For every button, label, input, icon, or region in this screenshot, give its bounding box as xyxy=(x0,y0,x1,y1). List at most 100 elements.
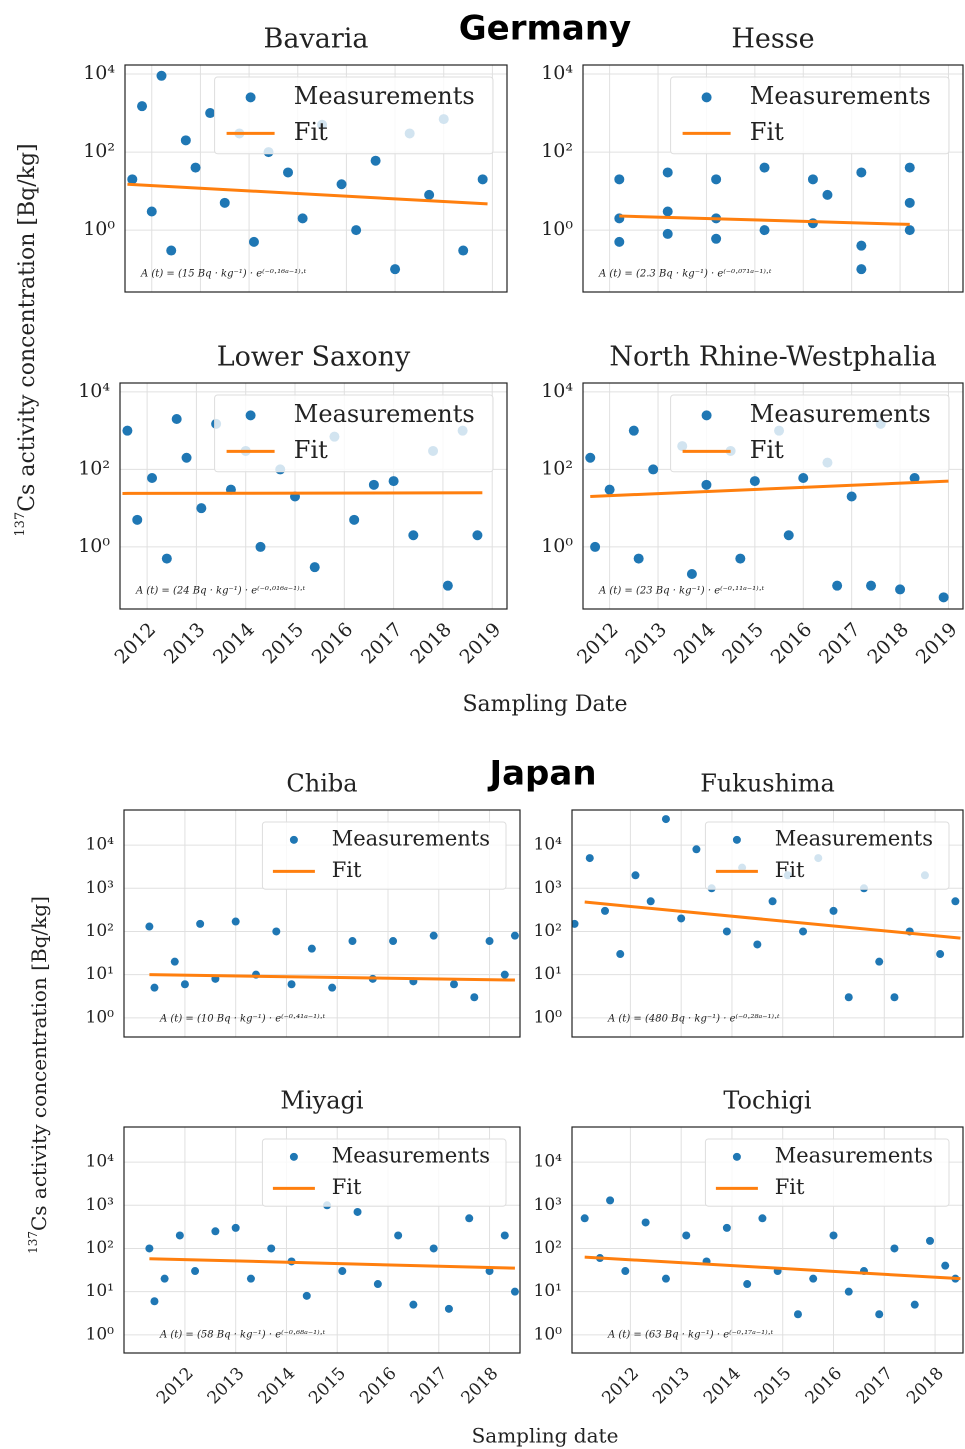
data-point xyxy=(477,174,488,185)
legend-label: Measurements xyxy=(294,82,475,110)
y-tick-label: 10⁴ xyxy=(86,835,115,855)
axes-frame xyxy=(123,1126,521,1354)
data-point xyxy=(175,1231,184,1240)
axes-frame xyxy=(582,64,964,293)
x-tick-label: 2015 xyxy=(305,1364,350,1409)
legend-label: Fit xyxy=(775,858,805,882)
data-point xyxy=(231,917,240,926)
fit-line xyxy=(590,479,949,499)
fit-line xyxy=(584,1255,961,1281)
data-point xyxy=(472,530,483,541)
y-tick-label: 10⁴ xyxy=(78,380,110,402)
panel-title: Hesse xyxy=(731,24,814,55)
x-axis-label: Sampling date xyxy=(472,1424,619,1448)
y-tick-label: 10⁰ xyxy=(78,535,110,557)
data-point xyxy=(465,1214,474,1223)
legend-box xyxy=(214,76,494,155)
data-point xyxy=(631,871,640,880)
data-point xyxy=(353,1207,362,1216)
data-point xyxy=(758,1214,767,1223)
y-tick-label: 10² xyxy=(541,457,573,479)
data-point xyxy=(429,931,438,940)
data-point xyxy=(799,927,808,936)
data-point xyxy=(191,1267,200,1276)
legend-label: Measurements xyxy=(750,82,931,110)
data-point xyxy=(429,1244,438,1253)
axes-frame xyxy=(571,809,964,1038)
panel: North Rhine-Westphalia10⁰10²10⁴201220132… xyxy=(541,342,964,669)
data-point xyxy=(614,174,625,185)
data-point xyxy=(580,1214,589,1223)
legend-box xyxy=(704,1138,950,1207)
data-point xyxy=(160,1274,169,1283)
data-point xyxy=(759,225,770,236)
data-point xyxy=(424,189,435,200)
annotation: A (t) = (23 Bq · kg⁻¹) · e⁽⁻⁰·¹¹ᵃ⁻¹⁾·ᵗ xyxy=(598,586,765,597)
data-point xyxy=(500,970,509,979)
data-point xyxy=(904,197,915,208)
y-tick-label: 10⁴ xyxy=(541,62,573,84)
legend-marker xyxy=(701,410,712,421)
y-tick-label: 10⁴ xyxy=(534,835,563,855)
data-point xyxy=(272,927,281,936)
data-point xyxy=(510,1287,519,1296)
plot xyxy=(614,162,915,275)
data-point xyxy=(196,503,207,514)
fit-line xyxy=(122,491,483,495)
x-tick-label: 2014 xyxy=(700,1364,745,1409)
data-point xyxy=(856,240,867,251)
data-point xyxy=(856,264,867,275)
panel-title: Lower Saxony xyxy=(217,342,411,373)
section-title: Germany xyxy=(459,9,631,49)
y-axis-label-text: Cs activity concentration [Bq/kg] xyxy=(27,896,51,1231)
axes-frame xyxy=(119,382,508,610)
data-point xyxy=(692,845,701,854)
legend-box xyxy=(214,394,494,473)
legend-box xyxy=(261,821,507,890)
x-tick-label: 2014 xyxy=(670,619,720,669)
annotation: A (t) = (24 Bq · kg⁻¹) · e⁽⁻⁰·⁰¹⁶ᵃ⁻¹⁾·ᵗ xyxy=(135,586,306,597)
legend-label: Fit xyxy=(775,1175,805,1199)
data-point xyxy=(394,1231,403,1240)
y-axis-label-sup: 137 xyxy=(13,512,28,537)
y-tick-label: 10⁰ xyxy=(86,1007,115,1027)
legend-label: Fit xyxy=(294,436,328,464)
fit-line xyxy=(584,900,961,940)
data-point xyxy=(205,108,216,119)
data-point xyxy=(768,897,777,906)
data-point xyxy=(150,983,159,992)
legend-marker xyxy=(289,1152,298,1161)
data-point xyxy=(145,922,154,931)
legend-label: Fit xyxy=(750,436,784,464)
data-point xyxy=(662,228,673,239)
x-tick-label: 2017 xyxy=(852,1364,897,1409)
data-point xyxy=(389,937,398,946)
x-tick-label: 2016 xyxy=(356,1364,401,1409)
data-point xyxy=(722,927,731,936)
data-point xyxy=(890,993,899,1002)
data-point xyxy=(255,541,266,552)
data-point xyxy=(373,1280,382,1289)
x-tick-label: 2016 xyxy=(801,1364,846,1409)
data-point xyxy=(409,1300,418,1309)
data-point xyxy=(370,155,381,166)
data-point xyxy=(338,1267,347,1276)
data-point xyxy=(190,162,201,173)
data-point xyxy=(161,553,172,564)
data-point xyxy=(743,1280,752,1289)
data-point xyxy=(267,1244,276,1253)
data-point xyxy=(156,70,167,81)
data-point xyxy=(408,530,419,541)
data-point xyxy=(614,236,625,247)
plot xyxy=(145,1201,519,1313)
axes-frame xyxy=(582,382,964,610)
y-tick-label: 10² xyxy=(78,457,110,479)
legend-box xyxy=(670,394,950,473)
y-tick-label: 10² xyxy=(83,140,115,162)
data-point xyxy=(711,233,722,244)
data-point xyxy=(936,950,945,959)
data-point xyxy=(211,1227,220,1236)
data-point xyxy=(181,452,192,463)
y-tick-label: 10⁰ xyxy=(86,1324,115,1344)
